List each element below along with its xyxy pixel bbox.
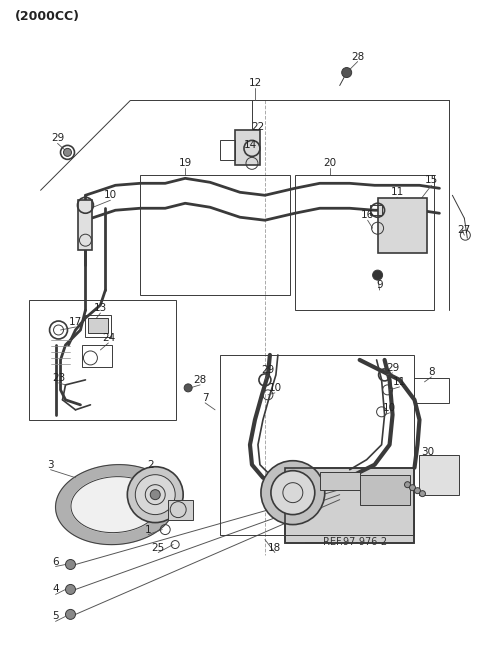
Circle shape <box>65 609 75 619</box>
Text: 20: 20 <box>323 158 336 169</box>
Bar <box>85 315 111 337</box>
Bar <box>88 318 108 333</box>
Text: 10: 10 <box>268 383 281 393</box>
Text: 28: 28 <box>351 52 364 62</box>
Polygon shape <box>71 477 160 533</box>
Bar <box>285 468 415 543</box>
Text: 14: 14 <box>243 140 257 150</box>
Circle shape <box>65 560 75 569</box>
Text: 25: 25 <box>152 543 165 552</box>
Text: 29: 29 <box>51 133 64 144</box>
Bar <box>295 175 434 310</box>
Text: (2000CC): (2000CC) <box>15 10 80 23</box>
Bar <box>140 175 290 295</box>
Bar <box>83 345 112 367</box>
Circle shape <box>65 584 75 594</box>
Text: 11: 11 <box>393 377 406 387</box>
Text: 10: 10 <box>104 190 117 200</box>
Text: 30: 30 <box>421 447 434 457</box>
Circle shape <box>135 475 175 514</box>
Circle shape <box>63 148 72 156</box>
Bar <box>370 205 382 215</box>
Text: 24: 24 <box>102 333 115 343</box>
Circle shape <box>271 471 315 514</box>
Bar <box>285 468 415 543</box>
Circle shape <box>372 270 383 280</box>
Bar <box>415 378 449 403</box>
Text: 17: 17 <box>69 317 82 327</box>
Text: 11: 11 <box>391 187 404 197</box>
Text: 29: 29 <box>386 363 399 373</box>
Text: 1: 1 <box>145 525 152 535</box>
Text: 2: 2 <box>147 460 154 470</box>
Circle shape <box>415 487 420 494</box>
Bar <box>320 472 360 489</box>
Circle shape <box>342 68 352 77</box>
Text: 12: 12 <box>248 77 262 87</box>
Bar <box>220 355 415 535</box>
Text: 4: 4 <box>52 584 59 594</box>
Text: 27: 27 <box>458 225 471 236</box>
Text: 13: 13 <box>94 303 107 313</box>
Text: 23: 23 <box>52 373 65 383</box>
Text: 19: 19 <box>179 158 192 169</box>
Bar <box>29 300 176 420</box>
Text: 15: 15 <box>425 175 438 185</box>
Circle shape <box>261 461 325 525</box>
Circle shape <box>409 485 416 491</box>
Circle shape <box>127 466 183 523</box>
Text: 7: 7 <box>202 393 208 403</box>
Text: 8: 8 <box>428 367 435 377</box>
Text: REF.97-976-2: REF.97-976-2 <box>323 537 387 546</box>
Text: 29: 29 <box>261 365 275 375</box>
Text: 3: 3 <box>47 460 54 470</box>
Bar <box>78 200 93 250</box>
Bar <box>420 455 459 495</box>
Bar <box>220 140 235 160</box>
Text: 16: 16 <box>361 210 374 220</box>
Text: 22: 22 <box>252 123 264 133</box>
Circle shape <box>184 384 192 392</box>
Circle shape <box>420 491 425 497</box>
Text: 9: 9 <box>376 280 383 290</box>
Text: 18: 18 <box>268 543 282 552</box>
Text: 28: 28 <box>193 375 207 385</box>
Polygon shape <box>56 464 175 544</box>
Bar <box>235 131 260 165</box>
Text: 5: 5 <box>52 611 59 621</box>
Text: 6: 6 <box>52 556 59 567</box>
Bar <box>168 500 193 520</box>
Text: 10: 10 <box>383 403 396 413</box>
Circle shape <box>405 482 410 487</box>
Bar <box>360 475 409 504</box>
Bar <box>378 198 428 253</box>
Circle shape <box>150 489 160 500</box>
